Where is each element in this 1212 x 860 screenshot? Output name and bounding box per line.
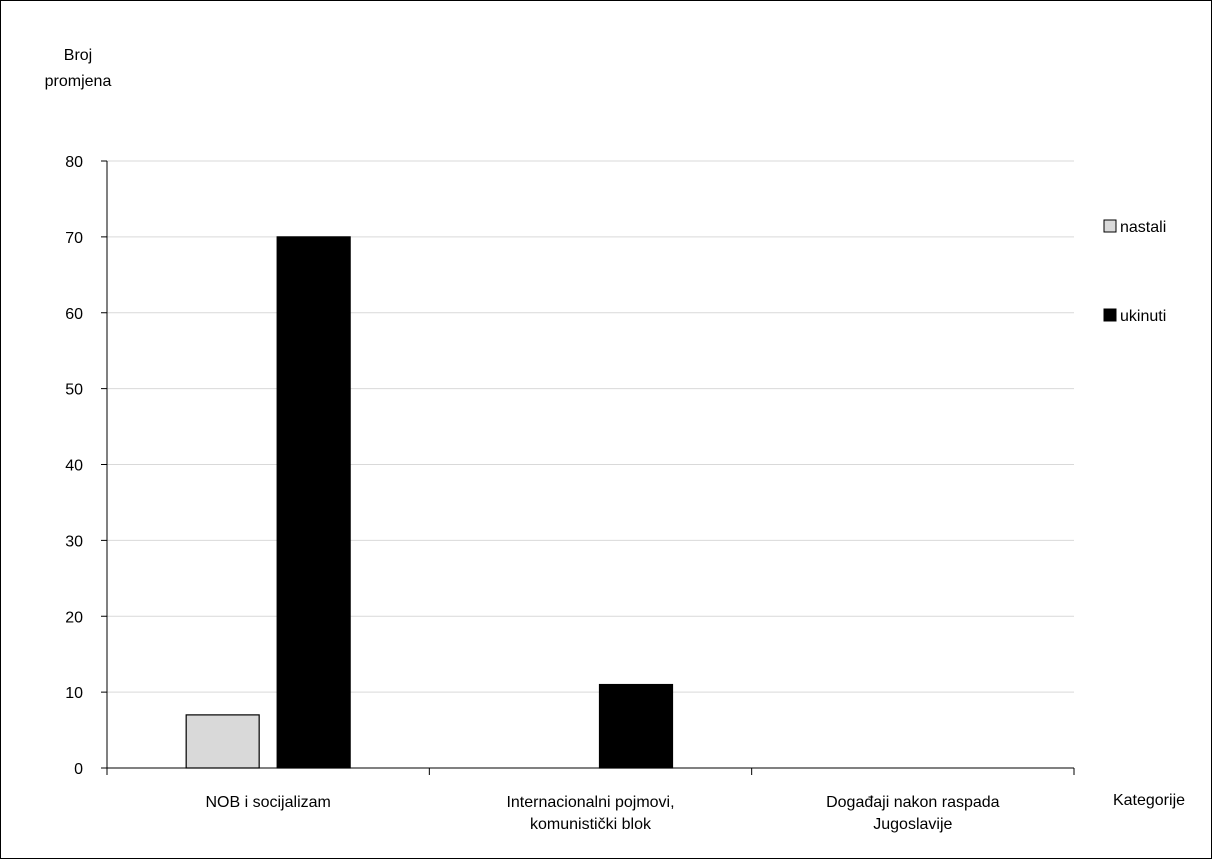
y-tick-label: 10 [65,685,83,702]
x-category-labels: NOB i socijalizam Internacionalni pojmovi… [205,794,999,833]
y-tick-label: 70 [65,230,83,247]
legend-label-nastali: nastali [1120,219,1166,236]
x-category-label-line: Jugoslavije [873,816,952,833]
x-category-label-line: komunistički blok [530,816,652,833]
legend-swatch-ukinuti [1103,308,1117,322]
x-category-label-line: NOB i socijalizam [205,794,330,811]
bar-ukinuti [276,236,351,769]
y-tick-labels: 0 10 20 30 40 50 60 70 80 [65,154,83,778]
legend-swatch-nastali [1103,219,1117,233]
y-axis-title: Broj promjena [45,47,112,90]
y-tick-label: 0 [74,761,83,778]
x-category-label: Događaji nakon raspada Jugoslavije [826,794,1000,833]
y-tick-label: 20 [65,609,83,626]
y-axis-title-line: promjena [45,73,112,90]
x-category-label-line: Događaji nakon raspada [826,794,1000,811]
y-axis-title-line: Broj [64,47,92,64]
bar-ukinuti [598,683,674,769]
x-category-label: Internacionalni pojmovi, komunistički blo… [506,794,674,833]
bar-nastali [185,714,260,769]
y-tick-label: 50 [65,382,83,399]
y-tick-label: 40 [65,458,83,475]
legend-label-ukinuti: ukinuti [1120,308,1166,325]
y-tick-label: 80 [65,154,83,171]
y-tick-label: 60 [65,306,83,323]
x-category-label-line: Internacionalni pojmovi, [506,794,674,811]
x-category-label: NOB i socijalizam [205,794,330,811]
x-axis-title: Kategorije [1113,792,1185,809]
y-tick-label: 30 [65,533,83,550]
bars [185,236,674,769]
axes [101,160,1075,775]
gridlines [107,160,1074,693]
legend: nastali ukinuti [1103,219,1166,325]
